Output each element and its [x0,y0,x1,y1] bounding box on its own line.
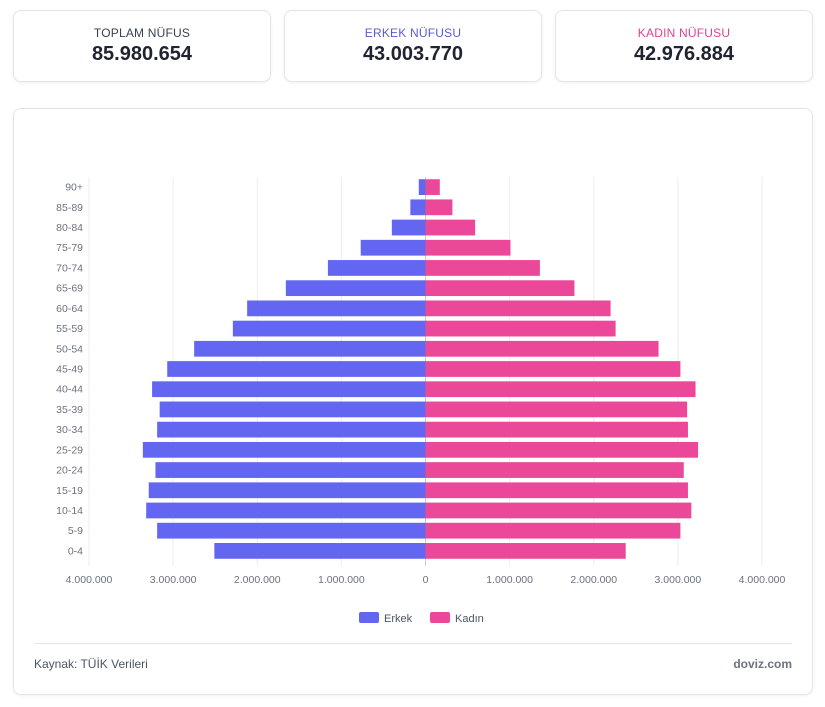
bar-female [425,300,611,317]
bar-male [214,543,426,559]
bar-female [425,421,688,438]
bar-female [425,401,688,418]
y-tick-label: 0-4 [68,545,83,557]
bar-male [157,522,426,539]
divider [34,643,792,644]
bar-female [425,381,696,398]
bar-female [425,320,616,337]
bar-male [159,401,426,418]
bar-male [410,199,426,216]
population-pyramid-chart: 4.000.000 3.000.000 2.000.000 1.000.000 0 1.0… [56,177,786,625]
bar-male [247,300,426,317]
y-tick-label: 20-24 [56,465,83,477]
bar-male [157,421,426,438]
y-tick-label: 35-39 [56,404,83,416]
legend-label-female: Kadın [455,613,484,625]
x-tick-label: 2.000.000 [234,574,281,586]
bar-male [327,260,426,276]
bar-female [425,199,453,216]
y-tick-label: 90+ [65,182,83,194]
bar-male [152,381,426,398]
y-tick-label: 85-89 [56,202,83,214]
bar-female [425,522,681,539]
bar-male [194,340,426,357]
y-tick-label: 65-69 [56,283,83,295]
y-tick-label: 5-9 [68,525,83,537]
bar-male [285,280,426,297]
bar-female [425,441,699,458]
y-tick-label: 45-49 [56,364,83,376]
brand-label: doviz.com [733,657,792,671]
bar-male [391,219,426,236]
legend-label-male: Erkek [384,613,413,625]
stat-value-total: 85.980.654 [91,43,193,65]
bar-male [360,239,426,256]
y-tick-label: 50-54 [56,343,83,355]
bar-female [425,340,659,357]
bar-male [148,482,426,499]
stat-card-total: TOPLAM NÜFUS 85.980.654 [13,10,271,82]
x-tick-label: 1.000.000 [486,574,533,586]
stat-value-female: 42.976.884 [633,43,735,65]
x-tick-label: 4.000.000 [739,574,786,586]
bar-female [425,361,681,377]
source-note: Kaynak: TÜİK Verileri [34,657,148,671]
bar-male [142,441,426,458]
x-tick-label: 3.000.000 [655,574,702,586]
bar-male [232,320,426,337]
legend-swatch-female [430,612,450,623]
y-tick-label: 25-29 [56,444,83,456]
chart-card: 4.000.000 3.000.000 2.000.000 1.000.000 0 1.0… [13,108,813,695]
y-tick-label: 75-79 [56,242,83,254]
x-tick-label: 2.000.000 [570,574,617,586]
y-tick-label: 70-74 [56,262,83,274]
x-tick-label: 1.000.000 [318,574,365,586]
legend-swatch-male [359,612,379,623]
bar-female [425,179,440,195]
bar-female [425,219,476,236]
y-tick-label: 30-34 [56,424,83,436]
y-tick-label: 80-84 [56,222,83,234]
y-tick-label: 15-19 [56,485,83,497]
stat-label-male: ERKEK NÜFUSU [364,26,462,40]
bar-female [425,482,688,499]
stat-label-female: KADIN NÜFUSU [637,26,731,40]
stat-card-female: KADIN NÜFUSU 42.976.884 [555,10,813,82]
stat-value-male: 43.003.770 [362,43,464,65]
x-tick-label: 3.000.000 [150,574,197,586]
y-tick-label: 40-44 [56,384,83,396]
stat-label-total: TOPLAM NÜFUS [93,26,191,40]
bar-female [425,543,626,559]
bar-male [155,462,426,478]
bar-female [425,502,692,519]
bar-female [425,239,511,256]
x-tick-label: 4.000.000 [66,574,113,586]
bar-female [425,280,575,297]
bar-female [425,462,684,478]
bar-male [167,361,426,377]
y-tick-label: 55-59 [56,323,83,335]
bar-female [425,260,540,276]
bar-male [146,502,426,519]
y-tick-label: 60-64 [56,303,83,315]
stat-card-male: ERKEK NÜFUSU 43.003.770 [284,10,542,82]
bar-male [418,179,426,195]
x-tick-label: 0 [423,574,429,586]
y-tick-label: 10-14 [56,505,83,517]
